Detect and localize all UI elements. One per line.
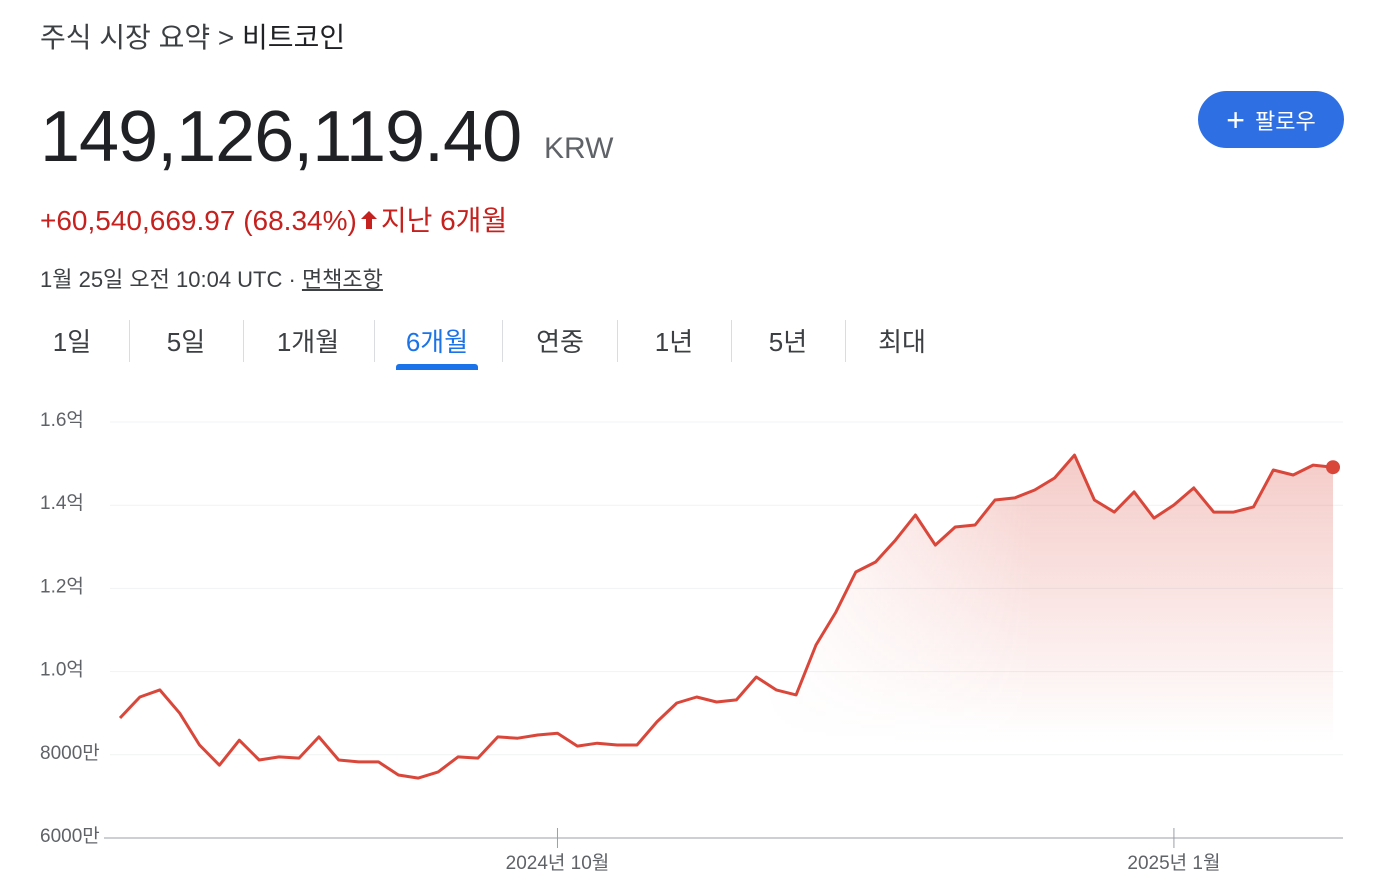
price: 149,126,119.40 — [40, 97, 522, 177]
tab[interactable]: 1일 — [52, 327, 92, 357]
tab-separator — [617, 320, 618, 362]
tab[interactable]: 최대 — [878, 327, 926, 357]
y-tick-label: 1.6억 — [40, 409, 84, 431]
timestamp: 1월 25일 오전 10:04 UTC · 면책조항 — [40, 262, 383, 294]
tab[interactable]: 6개월 — [405, 327, 469, 357]
separator: > — [217, 22, 235, 53]
up-arrow — [360, 211, 377, 229]
currency: KRW — [544, 132, 614, 165]
x-tick-label: 2024년 10월 — [506, 852, 610, 874]
tab-separator — [845, 320, 846, 362]
x-tick-label: 2025년 1월 — [1127, 852, 1220, 874]
y-tick-label: 1.0억 — [40, 659, 84, 681]
line — [118, 453, 1334, 780]
tab[interactable]: 연중 — [536, 327, 584, 357]
y-tick-label: 1.4억 — [40, 492, 84, 514]
tab-separator — [502, 320, 503, 362]
follow-label: 팔로우 — [1254, 108, 1316, 134]
area — [120, 455, 1333, 838]
y-tick-label: 8000만 — [40, 742, 100, 764]
breadcrumb-current: 비트코인 — [242, 22, 346, 53]
follow-button[interactable]: + 팔로우 — [1198, 91, 1344, 148]
y-tick-label: 1.2억 — [40, 575, 84, 597]
tab[interactable]: 1개월 — [276, 327, 340, 357]
change: +60,540,669.97 (68.34%) 지난 6개월 — [40, 199, 507, 239]
y-tick-label: 6000만 — [40, 825, 100, 847]
timestamp-text: 1월 25일 오전 10:04 UTC · — [40, 267, 302, 292]
period: 지난 6개월 — [380, 205, 508, 236]
tab[interactable]: 5년 — [768, 327, 808, 357]
last-point — [1326, 460, 1340, 475]
breadcrumb-link[interactable]: 주식 시장 요약 — [40, 22, 211, 53]
disclaimer-link[interactable]: 면책조항 — [301, 267, 383, 292]
active-underline — [396, 364, 478, 370]
tab-separator — [243, 320, 244, 362]
tab-separator — [731, 320, 732, 362]
breadcrumb: 주식 시장 요약 > 비트코인 — [40, 16, 345, 56]
tab[interactable]: 5일 — [166, 327, 206, 357]
plus-icon: + — [1226, 101, 1245, 138]
chart: 6000만 8000만 1.0억 1.2억 1.4억 1.6억 2024년 10월 2025년… — [40, 409, 1343, 874]
change-value: +60,540,669.97 (68.34%) — [40, 205, 357, 236]
tab-separator — [129, 320, 130, 362]
tab[interactable]: 1년 — [654, 327, 694, 357]
tab-separator — [374, 320, 375, 362]
